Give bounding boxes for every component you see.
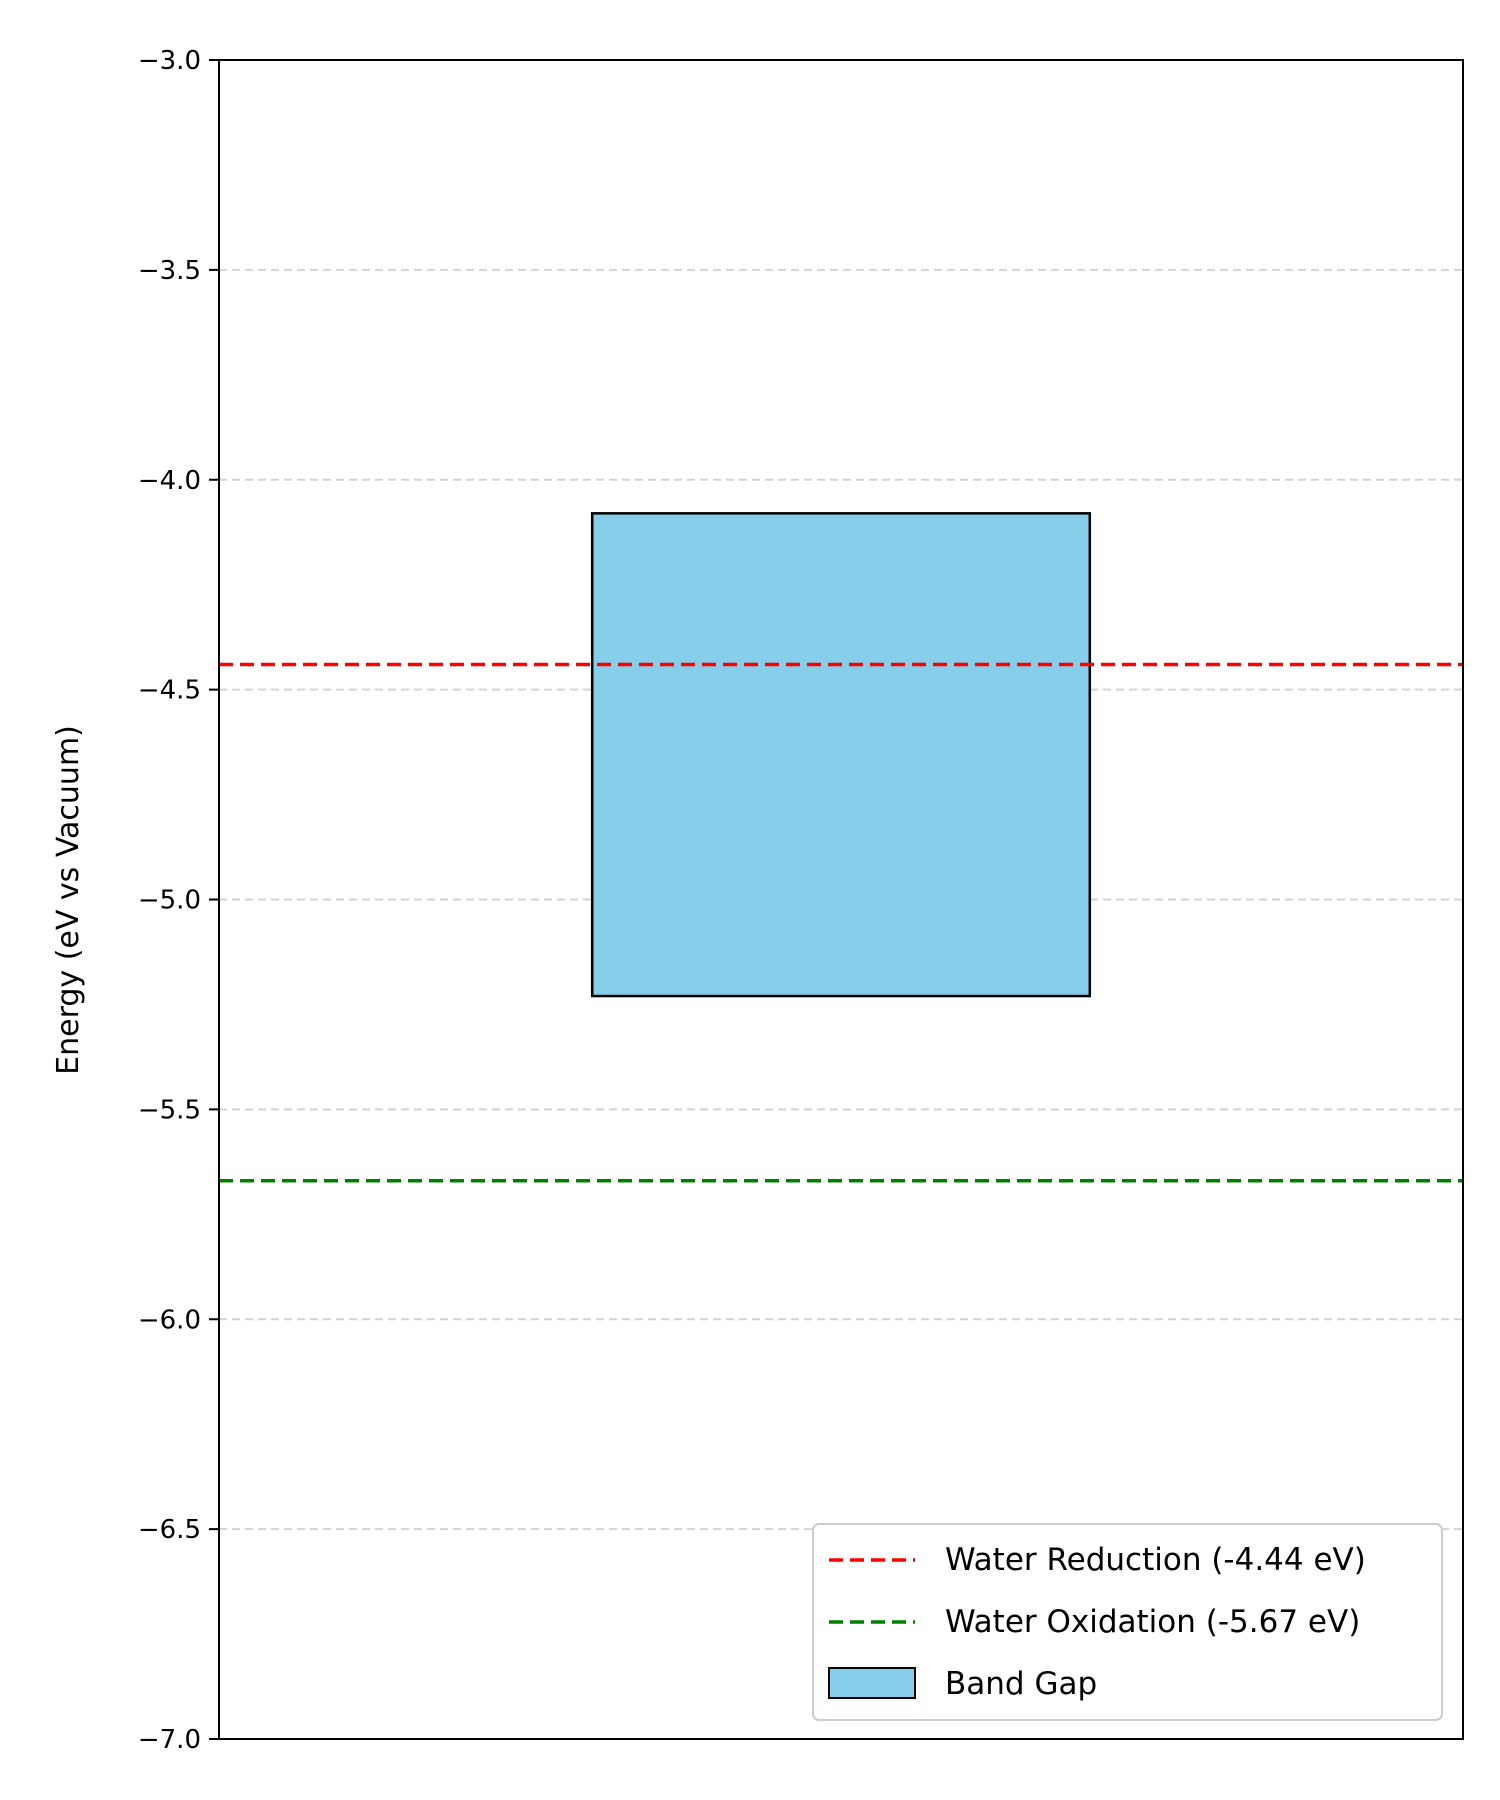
- reference-line-layer: [219, 662, 1463, 1183]
- legend-patch-swatch: [828, 1667, 916, 1699]
- y-tick-label: −3.0: [138, 46, 201, 76]
- legend-entry-label: Band Gap: [945, 1666, 1097, 1702]
- y-tick-layer: −3.0 −3.5 −4.0 −4.5 −5.0 −5.5 −6.0 −6.5 −7.0: [138, 46, 219, 1755]
- y-axis-title: Energy (eV vs Vacuum): [51, 725, 86, 1075]
- legend: Water Reduction (-4.44 eV) Water Oxidatio…: [812, 1523, 1443, 1721]
- legend-entry-label: Water Reduction (-4.44 eV): [945, 1542, 1366, 1578]
- y-tick-label: −3.5: [138, 256, 201, 286]
- y-tick-label: −6.0: [138, 1305, 201, 1335]
- y-tick-label: −7.0: [138, 1725, 201, 1755]
- legend-entry-label: Water Oxidation (-5.67 eV): [945, 1604, 1360, 1640]
- y-tick-label: −5.5: [138, 1095, 201, 1125]
- bar-layer: [590, 512, 1092, 998]
- band-gap-bar: [590, 512, 1092, 998]
- legend-box: [812, 1523, 1443, 1721]
- y-tick-label: −4.0: [138, 466, 201, 496]
- y-tick-label: −6.5: [138, 1515, 201, 1545]
- y-tick-label: −5.0: [138, 886, 201, 916]
- y-tick-label: −4.5: [138, 676, 201, 706]
